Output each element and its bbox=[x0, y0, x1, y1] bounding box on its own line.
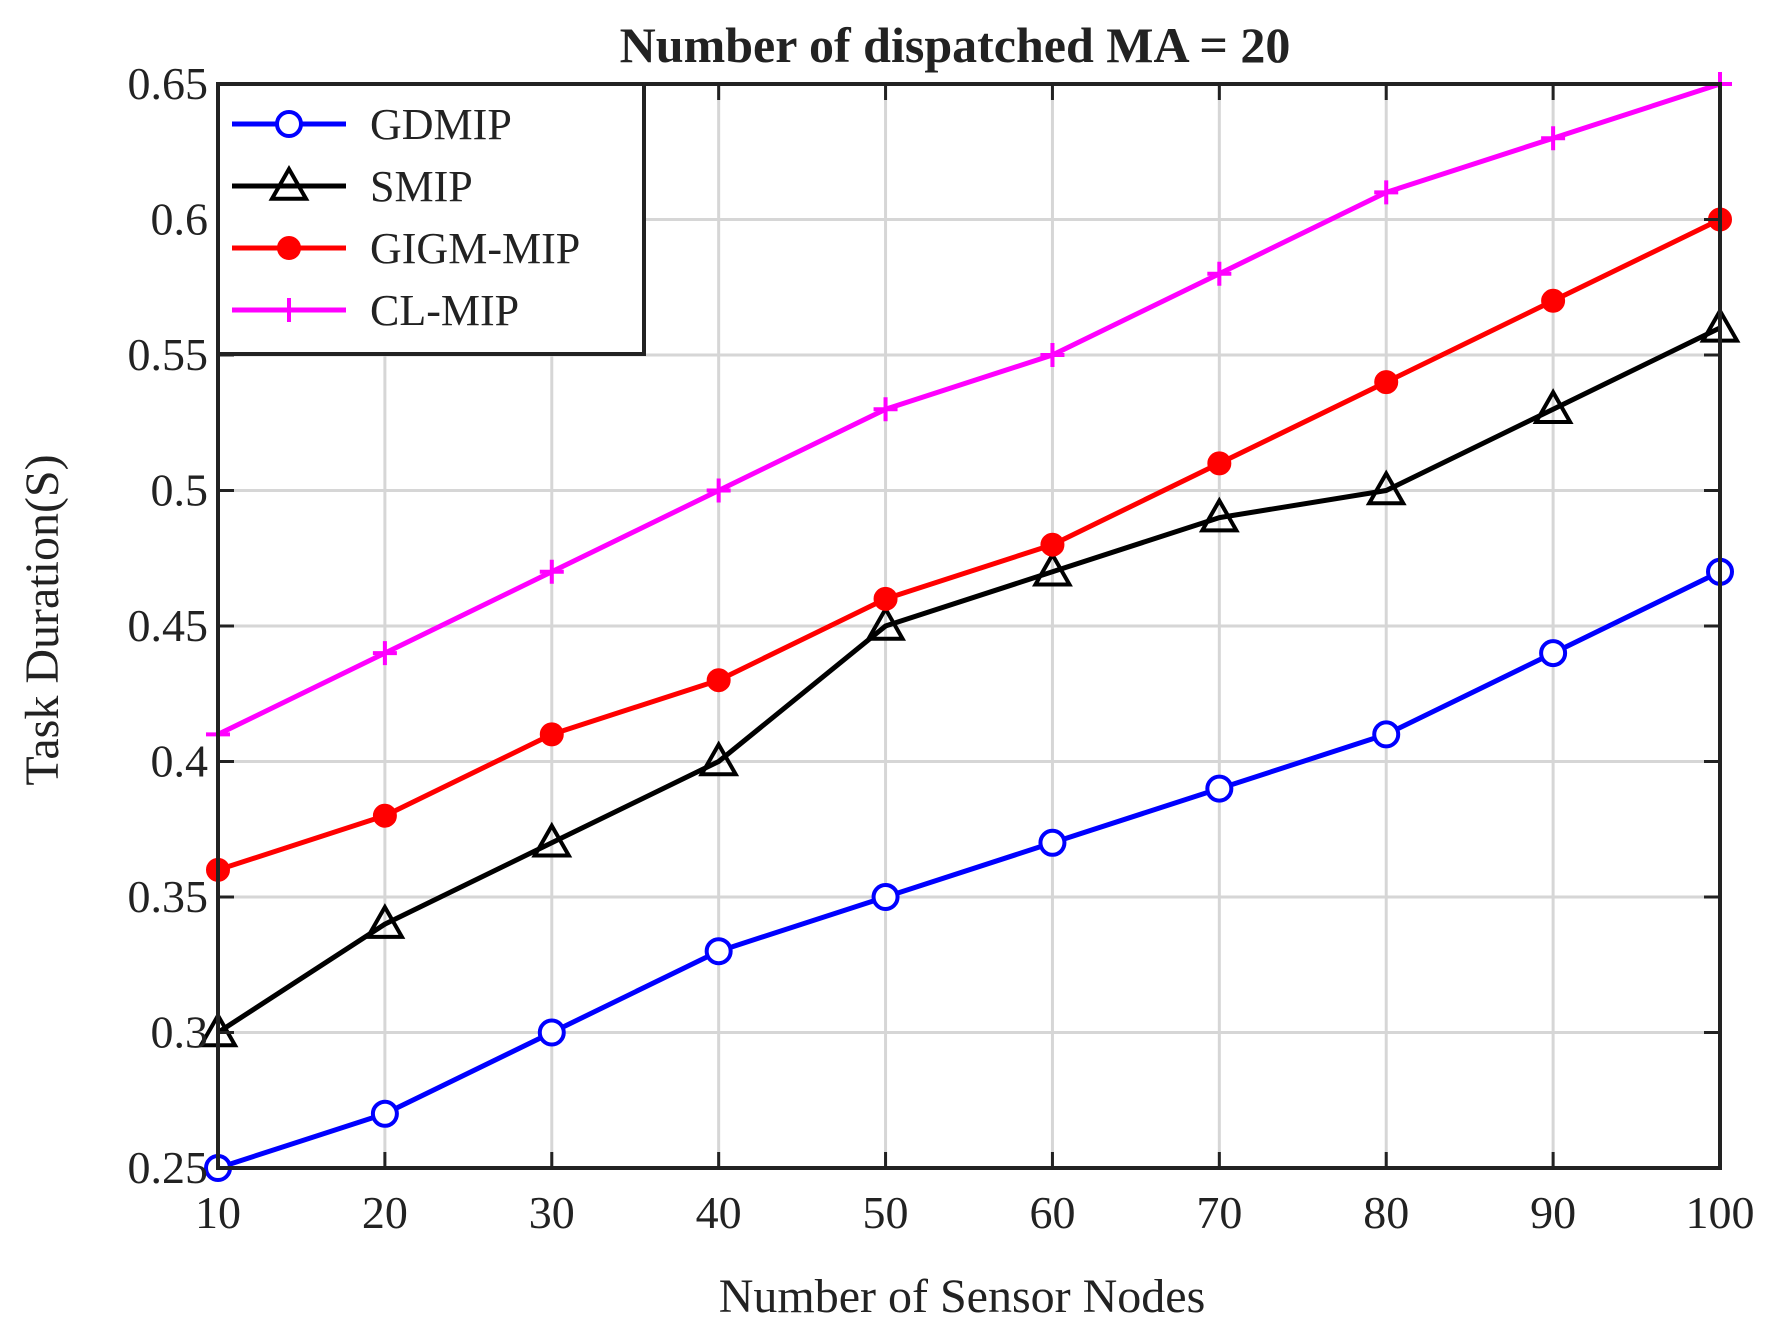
data-point-gdmip bbox=[537, 1018, 566, 1047]
data-point-smip bbox=[364, 903, 406, 939]
legend-label: GDMIP bbox=[370, 100, 512, 149]
legend-swatch-marker bbox=[268, 164, 310, 201]
x-tick-label: 100 bbox=[1686, 1187, 1755, 1238]
legend-swatch-marker bbox=[277, 236, 301, 260]
legend: GDMIP SMIP GIGM-MIP CL-MIP bbox=[216, 82, 646, 356]
data-point-gdmip bbox=[1372, 720, 1401, 749]
data-point-gdmip bbox=[1205, 774, 1234, 803]
data-point-cl-mip bbox=[539, 559, 564, 584]
data-point-gigm-mip bbox=[1207, 451, 1232, 476]
y-tick-label: 0.3 bbox=[151, 1007, 209, 1058]
legend-swatch-marker bbox=[275, 110, 303, 138]
y-tick-label: 0.4 bbox=[151, 736, 209, 787]
series-line-cl-mip bbox=[216, 81, 1721, 737]
x-axis-tick-labels: 10 20 30 40 50 60 70 80 90 100 bbox=[195, 1187, 1755, 1238]
data-point-gdmip bbox=[1539, 639, 1568, 668]
data-point-smip bbox=[1532, 388, 1574, 424]
data-point-gigm-mip bbox=[1541, 288, 1566, 313]
legend-item-gdmip: GDMIP bbox=[232, 100, 512, 149]
x-tick-label: 70 bbox=[1196, 1187, 1242, 1238]
y-tick-label: 0.45 bbox=[128, 600, 209, 651]
data-point-gdmip bbox=[871, 883, 900, 911]
y-axis-label: Task Duration(S) bbox=[16, 454, 69, 785]
legend-label: SMIP bbox=[370, 162, 473, 211]
data-point-gigm-mip bbox=[372, 803, 397, 828]
chart-title: Number of dispatched MA = 20 bbox=[620, 17, 1291, 73]
x-axis-label: Number of Sensor Nodes bbox=[719, 1270, 1206, 1323]
series-line-gigm-mip bbox=[217, 217, 1722, 873]
data-point-cl-mip bbox=[873, 397, 898, 422]
y-tick-label: 0.35 bbox=[128, 871, 209, 922]
data-point-smip bbox=[865, 604, 907, 641]
data-point-gdmip bbox=[370, 1099, 399, 1128]
y-tick-label: 0.55 bbox=[128, 329, 209, 380]
x-tick-label: 50 bbox=[863, 1187, 909, 1238]
data-point-gigm-mip bbox=[539, 722, 564, 747]
y-tick-label: 0.25 bbox=[128, 1142, 209, 1193]
legend-item-smip: SMIP bbox=[232, 162, 473, 211]
y-tick-label: 0.6 bbox=[151, 194, 209, 245]
legend-swatch-marker bbox=[277, 298, 301, 322]
data-point-cl-mip bbox=[706, 478, 731, 503]
series-line-gdmip bbox=[217, 569, 1722, 1171]
legend-label: GIGM-MIP bbox=[370, 224, 580, 273]
data-point-cl-mip bbox=[1207, 261, 1232, 286]
data-point-gigm-mip bbox=[873, 586, 898, 611]
data-point-gigm-mip bbox=[1040, 532, 1065, 557]
y-tick-label: 0.5 bbox=[151, 465, 209, 516]
series-line-smip bbox=[216, 325, 1722, 1035]
x-tick-label: 60 bbox=[1029, 1187, 1075, 1238]
data-point-smip bbox=[1365, 469, 1407, 506]
x-tick-label: 40 bbox=[696, 1187, 742, 1238]
data-point-smip bbox=[1198, 496, 1240, 533]
x-tick-label: 90 bbox=[1530, 1187, 1576, 1238]
data-point-cl-mip bbox=[1541, 126, 1566, 151]
data-point-gigm-mip bbox=[706, 668, 731, 693]
data-point-gigm-mip bbox=[1374, 370, 1399, 395]
series-gdmip bbox=[204, 557, 1734, 1182]
legend-item-gigm-mip: GIGM-MIP bbox=[232, 224, 580, 273]
data-point-smip bbox=[531, 821, 573, 858]
data-point-cl-mip bbox=[1374, 180, 1399, 205]
y-axis-tick-labels: 0.25 0.3 0.35 0.4 0.45 0.5 0.55 0.6 0.65 bbox=[128, 58, 209, 1193]
data-point-gdmip bbox=[1038, 828, 1067, 857]
series-layer bbox=[197, 72, 1741, 1182]
data-point-cl-mip bbox=[372, 641, 397, 666]
legend-label: CL-MIP bbox=[370, 286, 519, 335]
data-point-cl-mip bbox=[1040, 343, 1065, 367]
x-tick-label: 30 bbox=[529, 1187, 575, 1238]
data-point-smip bbox=[698, 740, 740, 777]
x-tick-label: 80 bbox=[1363, 1187, 1409, 1238]
y-tick-label: 0.65 bbox=[128, 58, 209, 109]
x-tick-label: 20 bbox=[362, 1187, 408, 1238]
legend-item-cl-mip: CL-MIP bbox=[232, 286, 519, 335]
x-tick-label: 10 bbox=[195, 1187, 241, 1238]
series-smip bbox=[197, 306, 1741, 1048]
series-cl-mip bbox=[206, 72, 1732, 747]
data-point-smip bbox=[1031, 550, 1073, 587]
data-point-gdmip bbox=[704, 937, 733, 966]
